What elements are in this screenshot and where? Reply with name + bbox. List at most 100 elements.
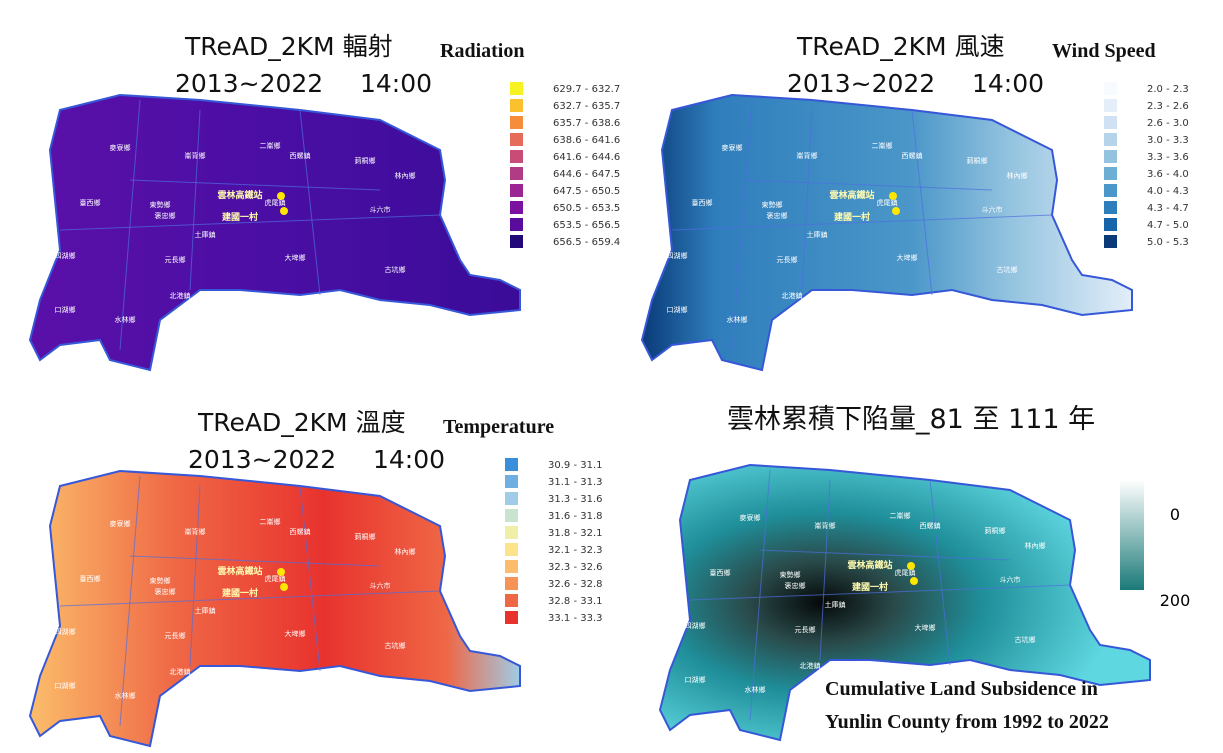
station-label: 雲林高鐵站	[829, 189, 874, 201]
colorbar-label: 0	[1170, 505, 1180, 524]
legend-swatch	[505, 458, 518, 471]
place-label: 二崙鄉	[890, 511, 911, 520]
legend-swatch	[1104, 82, 1117, 95]
legend-label: 32.6 - 32.8	[548, 579, 603, 590]
township-border	[299, 485, 321, 672]
place-label: 斗六市	[370, 205, 391, 214]
legend-swatch	[505, 594, 518, 607]
legend-label: 2.0 - 2.3	[1147, 84, 1189, 95]
legend-label: 629.7 - 632.7	[553, 84, 620, 95]
place-label: 東勢鄉	[150, 576, 171, 585]
place-label: 崙背鄉	[797, 151, 818, 160]
station-marker	[277, 568, 285, 576]
township-border	[189, 485, 201, 667]
panel-title-en: Radiation	[440, 40, 524, 62]
station-marker	[910, 577, 918, 585]
place-label: 土庫鎮	[807, 230, 828, 239]
legend-swatch	[505, 475, 518, 488]
place-label: 二崙鄉	[260, 517, 281, 526]
place-label: 口湖鄉	[667, 305, 688, 314]
legend-label: 653.5 - 656.5	[553, 220, 620, 231]
legend-label: 5.0 - 5.3	[1147, 237, 1189, 248]
panel-time: 14:00	[972, 69, 1044, 98]
place-label: 元長鄉	[165, 631, 186, 640]
county-map	[658, 463, 1151, 742]
place-label: 東勢鄉	[150, 200, 171, 209]
legend-label: 4.3 - 4.7	[1147, 203, 1189, 214]
place-label: 四湖鄉	[55, 251, 76, 260]
panel-period: 2013~2022	[787, 69, 935, 98]
place-label: 口湖鄉	[685, 675, 706, 684]
legend-label: 650.5 - 653.5	[553, 203, 620, 214]
legend-label: 3.3 - 3.6	[1147, 152, 1189, 163]
panel-period: 2013~2022	[188, 445, 336, 474]
place-label: 西螺鎮	[920, 521, 941, 530]
place-label: 北港鎮	[800, 661, 821, 670]
legend-label: 31.8 - 32.1	[548, 528, 603, 539]
place-label: 元長鄉	[777, 255, 798, 264]
place-label: 虎尾鎮	[265, 574, 286, 583]
township-border	[759, 549, 1011, 561]
place-label: 水林鄉	[727, 315, 748, 324]
station-label: 雲林高鐵站	[847, 559, 892, 571]
legend-label: 644.6 - 647.5	[553, 169, 620, 180]
place-label: 斗六市	[370, 581, 391, 590]
station-marker	[907, 562, 915, 570]
legend-swatch	[505, 577, 518, 590]
place-label: 臺西鄉	[692, 198, 713, 207]
panel-title: TReAD_2KM 輻射	[184, 32, 393, 61]
legend-label: 2.3 - 2.6	[1147, 101, 1189, 112]
legend-swatch	[1104, 133, 1117, 146]
legend-label: 4.0 - 4.3	[1147, 186, 1189, 197]
legend-label: 31.6 - 31.8	[548, 511, 603, 522]
legend-swatch	[510, 167, 523, 180]
caption: Yunlin County from 1992 to 2022	[825, 711, 1109, 733]
place-label: 四湖鄉	[667, 251, 688, 260]
legend-swatch	[510, 235, 523, 248]
place-label: 口湖鄉	[55, 681, 76, 690]
legend-label: 32.3 - 32.6	[548, 562, 603, 573]
legend-swatch	[510, 184, 523, 197]
township-border	[119, 99, 141, 351]
township-border	[189, 109, 201, 291]
place-label: 林內鄉	[395, 547, 416, 556]
legend-swatch	[505, 492, 518, 505]
legend-swatch	[1104, 150, 1117, 163]
legend-swatch	[510, 218, 523, 231]
legend-label: 641.6 - 644.6	[553, 152, 620, 163]
township-border	[299, 109, 321, 296]
legend-label: 3.0 - 3.3	[1147, 135, 1189, 146]
place-label: 西螺鎮	[290, 527, 311, 536]
legend-label: 32.1 - 32.3	[548, 545, 603, 556]
legend-label: 647.5 - 650.5	[553, 186, 620, 197]
place-label: 麥寮鄉	[110, 519, 131, 528]
legend-swatch	[510, 150, 523, 163]
legend-swatch	[1104, 116, 1117, 129]
place-label: 四湖鄉	[685, 621, 706, 630]
legend-swatch	[510, 99, 523, 112]
place-label: 元長鄉	[165, 255, 186, 264]
place-label: 四湖鄉	[55, 627, 76, 636]
place-label: 土庫鎮	[195, 230, 216, 239]
legend-label: 632.7 - 635.7	[553, 101, 620, 112]
place-label: 林內鄉	[1025, 541, 1046, 550]
legend-swatch	[505, 560, 518, 573]
legend-label: 635.7 - 638.6	[553, 118, 620, 129]
legend-label: 638.6 - 641.6	[553, 135, 620, 146]
township-border	[129, 179, 381, 191]
place-label: 二崙鄉	[872, 141, 893, 150]
place-label: 臺西鄉	[80, 198, 101, 207]
township-border	[929, 479, 951, 666]
place-label: 口湖鄉	[55, 305, 76, 314]
place-label: 虎尾鎮	[895, 568, 916, 577]
place-label: 斗六市	[982, 205, 1003, 214]
township-border	[731, 99, 753, 351]
place-label: 褒忠鄉	[155, 587, 176, 596]
station-label: 雲林高鐵站	[217, 565, 262, 577]
station-label: 雲林高鐵站	[217, 189, 262, 201]
place-label: 褒忠鄉	[767, 211, 788, 220]
